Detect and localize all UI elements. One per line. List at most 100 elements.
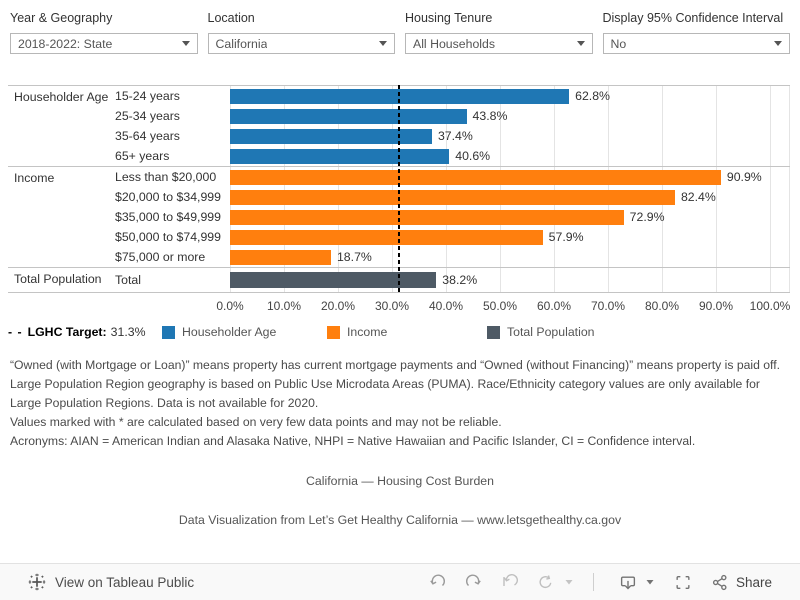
selected-value: All Households bbox=[413, 36, 496, 51]
bar[interactable] bbox=[230, 108, 467, 124]
chevron-down-icon bbox=[181, 41, 190, 46]
chart-section: Householder Age 15-24 years 62.8% 25-34 yea… bbox=[8, 85, 790, 166]
bar[interactable] bbox=[230, 272, 437, 288]
bar-chart: Householder Age 15-24 years 62.8% 25-34 yea… bbox=[8, 85, 790, 293]
legend-item-householder-age[interactable]: Householder Age bbox=[162, 325, 276, 339]
tableau-logo-icon bbox=[28, 573, 46, 591]
refresh-icon bbox=[539, 575, 552, 589]
bar[interactable] bbox=[230, 229, 543, 245]
share-button[interactable]: Share bbox=[711, 574, 772, 591]
bar-value-label: 43.8% bbox=[472, 109, 508, 123]
housing-tenure-select[interactable]: All Households bbox=[405, 33, 593, 54]
chart-row: 65+ years 40.6% bbox=[115, 146, 790, 166]
bar-value-label: 37.4% bbox=[437, 129, 473, 143]
chevron-down-icon bbox=[646, 580, 654, 585]
row-label: 25-34 years bbox=[115, 109, 180, 123]
note-line: “Owned (with Mortgage or Loan)” means pr… bbox=[10, 358, 780, 372]
download-menu-button[interactable] bbox=[645, 577, 655, 587]
selected-value: 2018-2022: State bbox=[18, 36, 113, 51]
chevron-down-icon bbox=[774, 41, 782, 46]
legend-label: Householder Age bbox=[182, 325, 277, 339]
axis-tick-label: 0.0% bbox=[216, 299, 244, 313]
bar[interactable] bbox=[230, 148, 450, 164]
section-rows: Total 38.2% bbox=[115, 268, 790, 292]
note-line: Values marked with * are calculated base… bbox=[10, 415, 502, 429]
view-on-tableau-link[interactable]: View on Tableau Public bbox=[28, 573, 194, 591]
chart-row: $50,000 to $74,999 57.9% bbox=[115, 227, 790, 247]
bar[interactable] bbox=[230, 88, 570, 104]
revert-icon bbox=[503, 574, 518, 586]
axis-tick-label: 40.0% bbox=[428, 299, 464, 313]
gridline bbox=[770, 85, 771, 292]
section-label: Householder Age bbox=[14, 90, 109, 104]
bar-track: 37.4% bbox=[230, 126, 790, 146]
chart-row: $75,000 or more 18.7% bbox=[115, 247, 790, 267]
bar-value-label: 72.9% bbox=[629, 210, 665, 224]
bar-track: 57.9% bbox=[230, 227, 790, 247]
gridline bbox=[338, 85, 339, 292]
redo-button[interactable] bbox=[465, 574, 482, 590]
target-label: LGHC Target: bbox=[27, 325, 107, 339]
chart-title: California — Housing Cost Burden bbox=[306, 474, 494, 488]
view-on-tableau-label: View on Tableau Public bbox=[55, 574, 195, 590]
gridline bbox=[662, 85, 663, 292]
gridlines bbox=[230, 85, 790, 292]
legend-swatch bbox=[327, 325, 340, 339]
filter-location: Location California bbox=[207, 10, 395, 54]
row-label: 35-64 years bbox=[115, 129, 180, 143]
row-label: 65+ years bbox=[115, 149, 170, 163]
axis-tick-label: 10.0% bbox=[266, 299, 302, 313]
bar[interactable] bbox=[230, 209, 624, 225]
bar[interactable] bbox=[230, 169, 721, 185]
location-select[interactable]: California bbox=[207, 33, 395, 54]
row-label: $20,000 to $34,999 bbox=[115, 190, 221, 204]
gridline bbox=[500, 85, 501, 292]
section-rows: Less than $20,000 90.9% $20,000 to $34,999… bbox=[115, 167, 790, 267]
bar-track: 40.6% bbox=[230, 146, 790, 166]
share-icon bbox=[712, 574, 727, 590]
bar[interactable] bbox=[230, 189, 675, 205]
chart-row: 15-24 years 62.8% bbox=[115, 86, 790, 106]
year-geography-select[interactable]: 2018-2022: State bbox=[10, 33, 198, 54]
gridline bbox=[554, 85, 555, 292]
confidence-interval-select[interactable]: No bbox=[602, 33, 790, 54]
legend-item-income[interactable]: Income bbox=[327, 325, 387, 339]
refresh-menu-button[interactable] bbox=[564, 577, 574, 587]
gridline bbox=[716, 85, 717, 292]
revert-button[interactable] bbox=[501, 574, 518, 590]
gridline bbox=[392, 85, 393, 292]
filter-bar: Year & Geography 2018-2022: State Locati… bbox=[0, 0, 800, 54]
filter-label: Housing Tenure bbox=[405, 11, 493, 25]
axis-tick-label: 50.0% bbox=[482, 299, 518, 313]
bar-value-label: 62.8% bbox=[575, 89, 610, 103]
row-label: Less than $20,000 bbox=[115, 170, 217, 184]
bar[interactable] bbox=[230, 128, 432, 144]
legend-item-total-population[interactable]: Total Population bbox=[487, 325, 595, 339]
chevron-down-icon bbox=[565, 580, 573, 585]
undo-button[interactable] bbox=[429, 574, 446, 590]
section-rows: 15-24 years 62.8% 25-34 years 43.8% 35-64 ye… bbox=[115, 86, 790, 166]
row-label: $50,000 to $74,999 bbox=[115, 230, 221, 244]
target-legend: - - LGHC Target: 31.3% bbox=[8, 325, 146, 339]
x-axis: 0.0% 10.0% 20.0% 30.0% 40.0% 50.0% 60.0% 70.0% 8… bbox=[8, 297, 790, 315]
chart-section: Income Less than $20,000 90.9% $20,000 to $… bbox=[8, 166, 790, 267]
refresh-button[interactable] bbox=[537, 574, 554, 590]
bar-value-label: 82.4% bbox=[680, 190, 716, 204]
filter-year-geography: Year & Geography 2018-2022: State bbox=[10, 10, 198, 54]
chevron-down-icon bbox=[379, 41, 387, 46]
bar-value-label: 90.9% bbox=[726, 170, 762, 184]
axis-tick-label: 70.0% bbox=[590, 299, 626, 313]
gridline bbox=[284, 85, 285, 292]
bar-value-label: 40.6% bbox=[455, 149, 491, 163]
bar[interactable] bbox=[230, 249, 331, 265]
chevron-down-icon bbox=[576, 41, 585, 46]
legend-swatch bbox=[487, 325, 500, 339]
legend-label: Income bbox=[347, 325, 388, 339]
filter-housing-tenure: Housing Tenure All Households bbox=[405, 10, 593, 54]
chart-row: 25-34 years 43.8% bbox=[115, 106, 790, 126]
fullscreen-button[interactable] bbox=[674, 574, 692, 591]
chart-row: Less than $20,000 90.9% bbox=[115, 167, 790, 187]
download-button[interactable] bbox=[619, 574, 637, 591]
plot-right-border bbox=[789, 85, 790, 292]
dashed-line-icon: - - bbox=[8, 325, 23, 339]
